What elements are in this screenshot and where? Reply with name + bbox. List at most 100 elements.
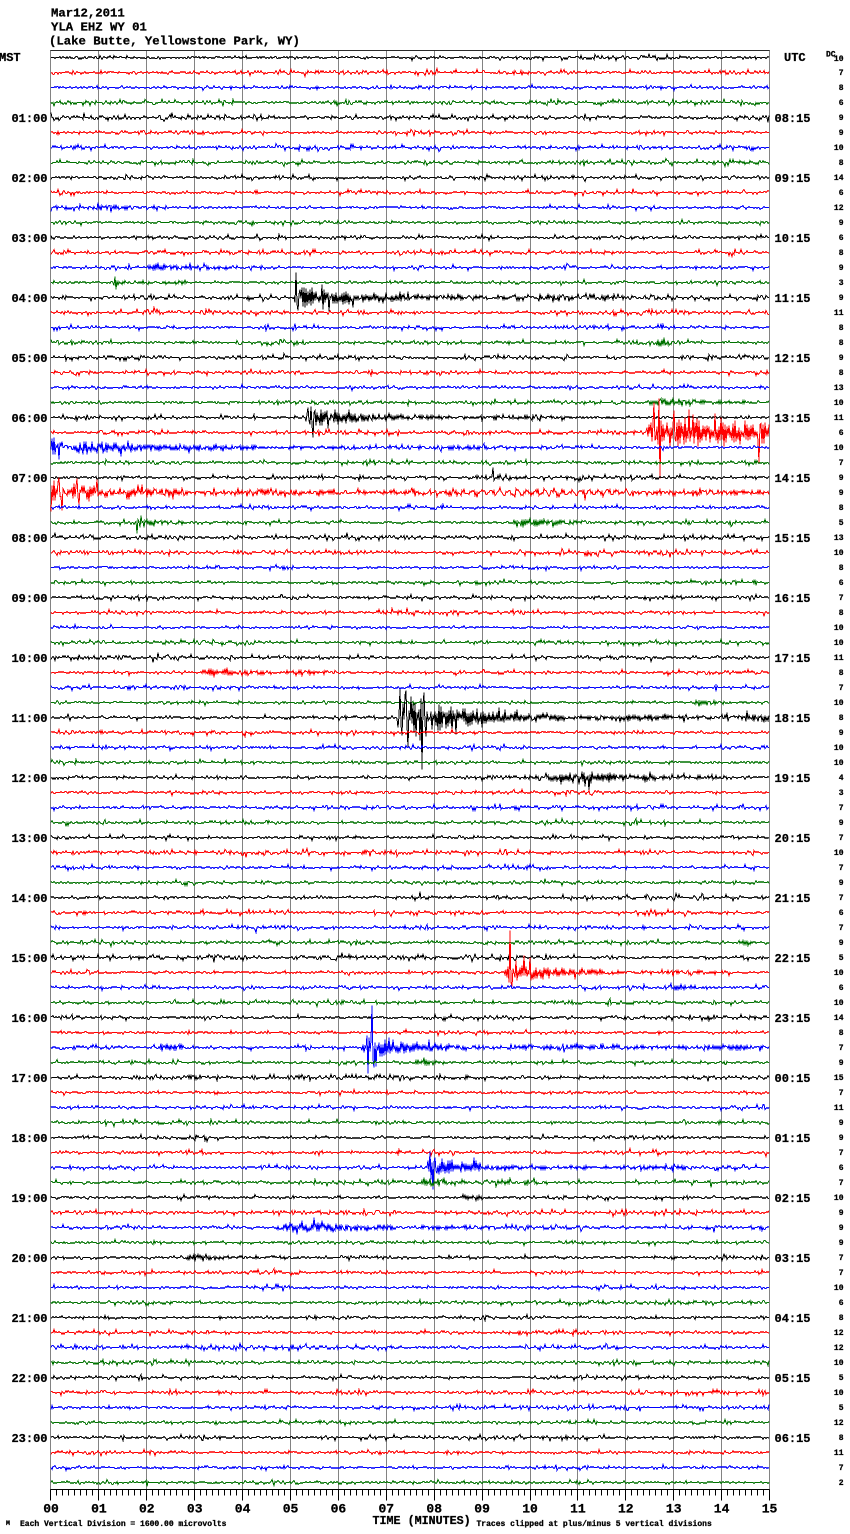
svg-text:9: 9 — [839, 1209, 844, 1218]
svg-text:02:00: 02:00 — [11, 172, 47, 186]
svg-text:08: 08 — [426, 1502, 442, 1517]
svg-text:7: 7 — [839, 1254, 844, 1263]
svg-text:9: 9 — [839, 819, 844, 828]
svg-text:5: 5 — [839, 1404, 844, 1413]
svg-text:10: 10 — [834, 1194, 844, 1203]
svg-text:10: 10 — [834, 759, 844, 768]
svg-text:MST: MST — [0, 51, 21, 65]
svg-text:6: 6 — [839, 1299, 844, 1308]
svg-text:6: 6 — [839, 429, 844, 438]
svg-text:9: 9 — [839, 294, 844, 303]
svg-text:11: 11 — [834, 309, 844, 318]
svg-text:3: 3 — [839, 279, 844, 288]
svg-text:14:15: 14:15 — [775, 472, 811, 486]
svg-text:8: 8 — [839, 714, 844, 723]
svg-text:22:15: 22:15 — [775, 952, 811, 966]
svg-text:06: 06 — [331, 1502, 347, 1517]
svg-text:17:00: 17:00 — [11, 1072, 47, 1086]
svg-text:8: 8 — [839, 324, 844, 333]
svg-text:10: 10 — [834, 1284, 844, 1293]
svg-text:05: 05 — [283, 1502, 299, 1517]
svg-text:18:00: 18:00 — [11, 1132, 47, 1146]
svg-text:6: 6 — [839, 984, 844, 993]
svg-text:10: 10 — [834, 144, 844, 153]
svg-text:06:00: 06:00 — [11, 412, 47, 426]
svg-text:05:15: 05:15 — [775, 1372, 811, 1386]
svg-text:10: 10 — [834, 399, 844, 408]
svg-text:02:15: 02:15 — [775, 1192, 811, 1206]
svg-text:9: 9 — [839, 1224, 844, 1233]
svg-text:UTC: UTC — [784, 51, 806, 65]
svg-text:12: 12 — [834, 204, 844, 213]
svg-text:11: 11 — [834, 1449, 844, 1458]
svg-text:7: 7 — [839, 864, 844, 873]
svg-text:5: 5 — [839, 954, 844, 963]
svg-text:11: 11 — [834, 414, 844, 423]
svg-text:03: 03 — [187, 1502, 203, 1517]
svg-text:7: 7 — [839, 1149, 844, 1158]
svg-text:7: 7 — [839, 804, 844, 813]
svg-text:Each Vertical Division = 1600.: Each Vertical Division = 1600.00 microvo… — [20, 1520, 227, 1529]
svg-text:16:00: 16:00 — [11, 1012, 47, 1026]
svg-text:22:00: 22:00 — [11, 1372, 47, 1386]
svg-text:10: 10 — [834, 639, 844, 648]
svg-text:10: 10 — [834, 624, 844, 633]
svg-text:18:15: 18:15 — [775, 712, 811, 726]
svg-text:8: 8 — [839, 1314, 844, 1323]
svg-text:14: 14 — [714, 1502, 730, 1517]
svg-text:15: 15 — [834, 1074, 844, 1083]
svg-text:9: 9 — [839, 354, 844, 363]
svg-text:10: 10 — [834, 744, 844, 753]
svg-text:12: 12 — [834, 1419, 844, 1428]
svg-text:8: 8 — [839, 369, 844, 378]
svg-text:8: 8 — [839, 609, 844, 618]
svg-text:9: 9 — [839, 1134, 844, 1143]
svg-text:17:15: 17:15 — [775, 652, 811, 666]
svg-text:13: 13 — [666, 1502, 682, 1517]
svg-text:8: 8 — [839, 159, 844, 168]
svg-text:9: 9 — [839, 939, 844, 948]
svg-text:9: 9 — [839, 729, 844, 738]
svg-text:5: 5 — [839, 519, 844, 528]
svg-text:5: 5 — [839, 1374, 844, 1383]
svg-text:11:15: 11:15 — [775, 292, 811, 306]
svg-text:12: 12 — [618, 1502, 634, 1517]
svg-text:12: 12 — [834, 1344, 844, 1353]
svg-text:13: 13 — [834, 384, 844, 393]
svg-text:10: 10 — [834, 969, 844, 978]
svg-text:9: 9 — [839, 114, 844, 123]
svg-text:21:00: 21:00 — [11, 1312, 47, 1326]
svg-text:19:00: 19:00 — [11, 1192, 47, 1206]
svg-text:07: 07 — [378, 1502, 394, 1517]
svg-text:YLA EHZ WY 01: YLA EHZ WY 01 — [51, 21, 147, 35]
svg-text:8: 8 — [839, 249, 844, 258]
svg-text:6: 6 — [839, 234, 844, 243]
svg-text:01:00: 01:00 — [11, 112, 47, 126]
svg-text:05:00: 05:00 — [11, 352, 47, 366]
svg-text:10: 10 — [834, 999, 844, 1008]
svg-text:14: 14 — [834, 174, 844, 183]
svg-text:10: 10 — [834, 1359, 844, 1368]
svg-text:7: 7 — [839, 1464, 844, 1473]
svg-text:06:15: 06:15 — [775, 1432, 811, 1446]
svg-text:19:15: 19:15 — [775, 772, 811, 786]
svg-text:8: 8 — [839, 1029, 844, 1038]
svg-text:7: 7 — [839, 594, 844, 603]
svg-text:20:15: 20:15 — [775, 832, 811, 846]
svg-text:15:00: 15:00 — [11, 952, 47, 966]
svg-text:10: 10 — [834, 1389, 844, 1398]
svg-text:(Lake Butte, Yellowstone Park,: (Lake Butte, Yellowstone Park, WY) — [49, 35, 300, 49]
svg-text:9: 9 — [839, 489, 844, 498]
svg-text:9: 9 — [839, 264, 844, 273]
svg-text:10:00: 10:00 — [11, 652, 47, 666]
svg-text:8: 8 — [839, 564, 844, 573]
svg-text:10:15: 10:15 — [775, 232, 811, 246]
svg-text:9: 9 — [839, 1239, 844, 1248]
svg-text:7: 7 — [839, 684, 844, 693]
svg-text:M: M — [6, 1520, 10, 1527]
svg-text:6: 6 — [839, 909, 844, 918]
svg-text:12:00: 12:00 — [11, 772, 47, 786]
svg-text:09:15: 09:15 — [775, 172, 811, 186]
svg-text:23:15: 23:15 — [775, 1012, 811, 1026]
svg-text:07:00: 07:00 — [11, 472, 47, 486]
